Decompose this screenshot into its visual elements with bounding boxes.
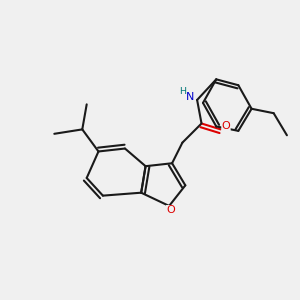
Text: H: H	[179, 87, 187, 96]
Text: O: O	[222, 122, 230, 131]
Text: O: O	[166, 206, 175, 215]
Text: N: N	[186, 92, 194, 102]
